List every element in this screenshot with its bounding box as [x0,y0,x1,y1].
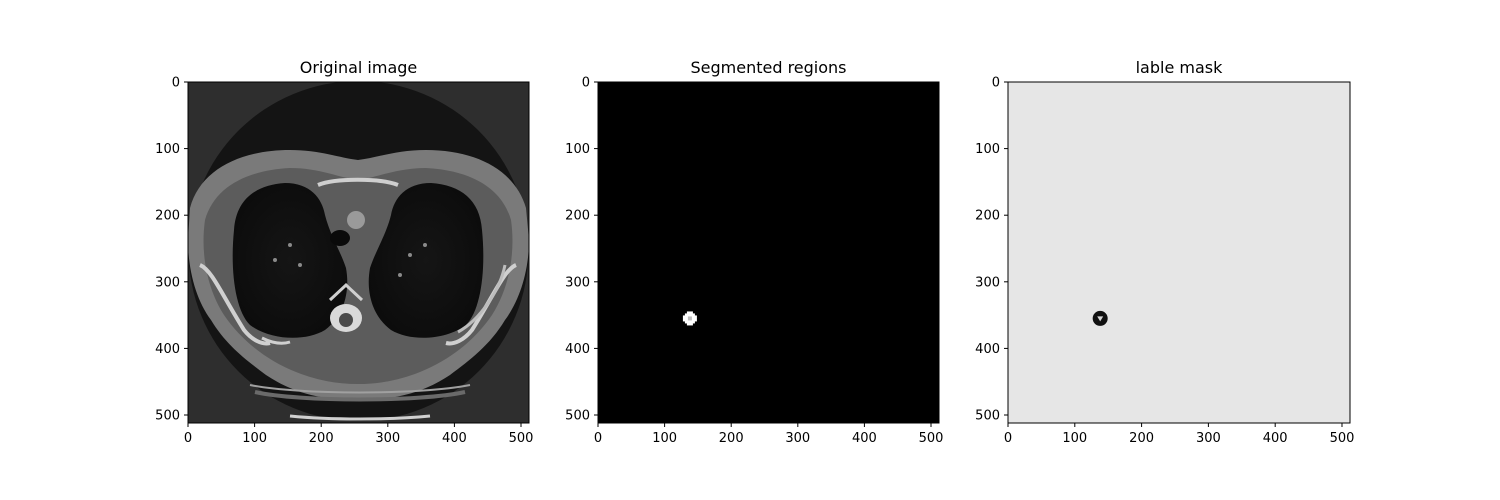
mask-image [1008,82,1350,423]
x-tick-label: 300 [785,431,810,446]
panel-segmented-regions: Segmented regions [597,58,940,424]
y-tick-label: 100 [155,142,180,157]
y-tick-label: 300 [155,275,180,290]
y-tick-label: 500 [155,409,180,424]
x-tick-label: 400 [852,431,877,446]
x-tick-label: 400 [1263,431,1288,446]
x-tick-label: 200 [719,431,744,446]
axes-frame-mask [1007,81,1351,424]
panel-title-mask: lable mask [1136,58,1224,77]
panel-title-segmented: Segmented regions [690,58,846,77]
x-tick-label: 100 [652,431,677,446]
x-tick-label: 0 [184,431,192,446]
y-tick-label: 100 [565,142,590,157]
ct-scan-image [188,82,529,423]
y-tick-label: 400 [565,342,590,357]
y-tick-label: 400 [155,342,180,357]
panel-label-mask: lable mask [1007,58,1351,424]
segmentation-image [598,82,939,423]
y-tick-label: 100 [975,142,1000,157]
x-tick-label: 0 [1004,431,1012,446]
y-tick-label: 500 [975,409,1000,424]
x-tick-label: 500 [919,431,944,446]
y-tick-label: 0 [172,76,180,91]
panel-original-image: Original image [187,58,530,424]
y-tick-label: 0 [992,76,1000,91]
axis-ticks: 0 100 200 300 400 500 0 100 200 300 400 500 0 100 200 3… [155,76,1354,447]
x-tick-label: 0 [594,431,602,446]
y-tick-label: 200 [975,209,1000,224]
y-tick-label: 500 [565,409,590,424]
x-tick-label: 200 [1129,431,1154,446]
segmented-region-spot [682,311,697,326]
x-tick-label: 300 [375,431,400,446]
axes-frame-original [187,81,530,424]
y-tick-label: 300 [565,275,590,290]
x-tick-label: 200 [309,431,334,446]
spot-core [687,316,692,321]
x-tick-label: 500 [1330,431,1355,446]
y-tick-label: 200 [155,209,180,224]
y-tick-label: 300 [975,275,1000,290]
mask-core [1097,316,1104,322]
x-tick-label: 300 [1196,431,1221,446]
axes-frame-segmented [597,81,940,424]
x-tick-label: 100 [242,431,267,446]
mask-region-spot [1092,310,1108,326]
x-tick-label: 400 [442,431,467,446]
y-tick-label: 400 [975,342,1000,357]
y-tick-label: 0 [582,76,590,91]
x-tick-label: 100 [1062,431,1087,446]
panel-title-original: Original image [300,58,418,77]
x-tick-label: 500 [509,431,534,446]
y-tick-label: 200 [565,209,590,224]
